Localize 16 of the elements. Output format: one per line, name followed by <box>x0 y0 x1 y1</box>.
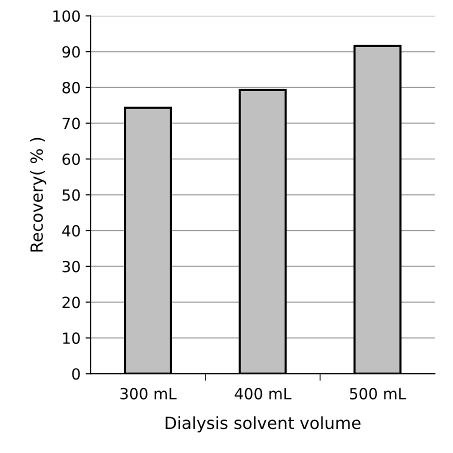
y-tick-label: 80 <box>62 82 80 94</box>
y-tick-label: 10 <box>63 332 80 344</box>
x-tick-label: 500 mL <box>350 388 406 400</box>
x-axis-title: Dialysis solvent volume <box>166 416 360 432</box>
y-tick-label: 40 <box>62 225 80 237</box>
y-tick-label: 70 <box>62 118 80 130</box>
y-tick-label: 100 <box>53 10 80 22</box>
y-tick-label: 20 <box>62 296 80 308</box>
y-axis-title: Recovery( % ) <box>30 138 46 252</box>
y-tick-label: 50 <box>62 189 80 201</box>
y-tick-label: 60 <box>62 153 80 166</box>
y-tick-label: 0 <box>72 368 80 380</box>
y-tick-label: 90 <box>62 46 80 58</box>
x-tick-label: 400 mL <box>234 388 292 400</box>
y-tick-label: 30 <box>62 260 80 272</box>
x-tick-label: 300 mL <box>120 388 177 400</box>
